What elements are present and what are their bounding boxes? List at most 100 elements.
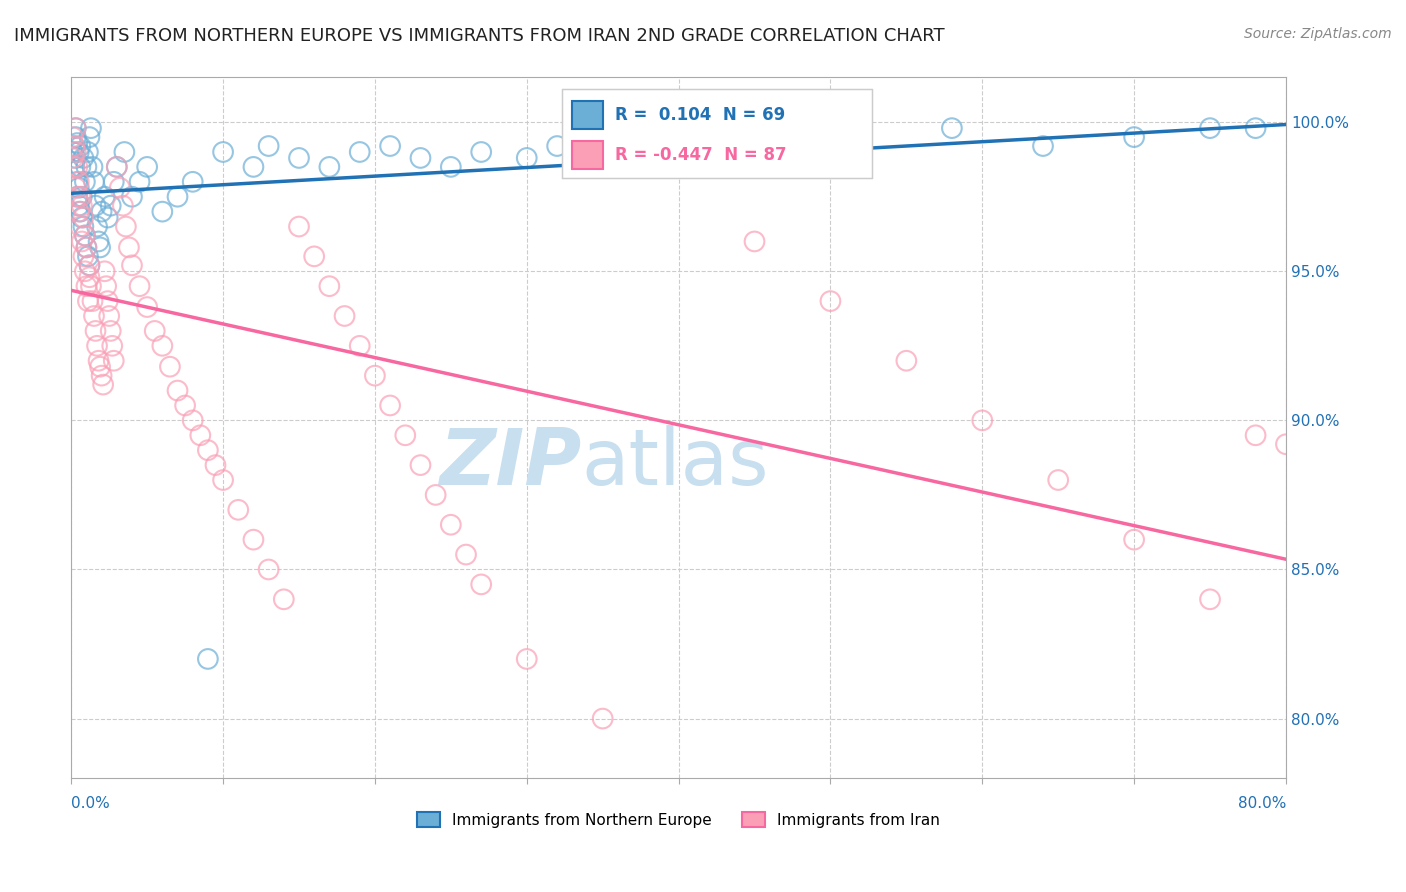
Point xyxy=(121,258,143,272)
Text: IMMIGRANTS FROM NORTHERN EUROPE VS IMMIGRANTS FROM IRAN 2ND GRADE CORRELATION CH: IMMIGRANTS FROM NORTHERN EUROPE VS IMMIG… xyxy=(14,27,945,45)
Point xyxy=(82,294,104,309)
Point xyxy=(378,399,401,413)
Point xyxy=(67,204,90,219)
Point xyxy=(103,175,125,189)
Point xyxy=(546,139,568,153)
Point xyxy=(72,151,94,165)
Point xyxy=(77,294,100,309)
Point xyxy=(75,240,97,254)
Point xyxy=(90,368,112,383)
Point xyxy=(111,199,134,213)
Point xyxy=(108,181,131,195)
Point xyxy=(121,190,143,204)
Point xyxy=(637,145,659,159)
Point xyxy=(188,428,211,442)
Point xyxy=(65,121,87,136)
Point xyxy=(150,339,173,353)
Point xyxy=(318,279,340,293)
Point xyxy=(454,548,477,562)
Point xyxy=(66,175,89,189)
Point xyxy=(425,488,447,502)
Point xyxy=(470,577,492,591)
Point xyxy=(69,219,91,234)
Point xyxy=(67,199,90,213)
Point xyxy=(697,139,720,153)
Point xyxy=(744,235,766,249)
Point xyxy=(96,279,118,293)
Point xyxy=(100,324,122,338)
Point xyxy=(70,211,93,225)
Point xyxy=(79,130,101,145)
Point xyxy=(101,339,124,353)
Point xyxy=(100,199,122,213)
Point xyxy=(98,309,121,323)
Point xyxy=(83,309,105,323)
Text: 80.0%: 80.0% xyxy=(1237,797,1286,811)
Point xyxy=(65,181,87,195)
Point xyxy=(79,258,101,272)
Point xyxy=(333,309,356,323)
Point xyxy=(409,151,432,165)
Point xyxy=(75,160,97,174)
Point xyxy=(82,160,104,174)
Point xyxy=(212,473,235,487)
Point xyxy=(181,413,204,427)
Point xyxy=(65,121,87,136)
Point xyxy=(97,294,120,309)
Point xyxy=(77,145,100,159)
Point xyxy=(93,190,115,204)
Point xyxy=(115,219,138,234)
Point xyxy=(67,175,90,189)
Point xyxy=(592,160,614,174)
Point xyxy=(70,199,93,213)
Point xyxy=(1199,121,1222,136)
Point xyxy=(1244,428,1267,442)
Point xyxy=(66,136,89,150)
Point xyxy=(77,249,100,263)
Point xyxy=(103,353,125,368)
Point xyxy=(118,240,141,254)
Point xyxy=(1123,533,1146,547)
Point xyxy=(83,175,105,189)
Point xyxy=(440,517,463,532)
Point xyxy=(80,279,103,293)
Point xyxy=(150,204,173,219)
Text: atlas: atlas xyxy=(582,425,769,501)
Point xyxy=(75,240,97,254)
Point xyxy=(72,219,94,234)
Point xyxy=(65,151,87,165)
Point xyxy=(86,339,108,353)
Point xyxy=(105,160,128,174)
Point xyxy=(257,562,280,576)
Point xyxy=(197,443,219,458)
Point xyxy=(668,145,690,159)
Text: R = -0.447  N = 87: R = -0.447 N = 87 xyxy=(614,146,786,164)
Point xyxy=(409,458,432,472)
Text: ZIP: ZIP xyxy=(439,425,582,501)
Point xyxy=(136,160,159,174)
Point xyxy=(91,377,114,392)
Point xyxy=(62,151,84,165)
Point xyxy=(63,139,86,153)
Point xyxy=(378,139,401,153)
Point xyxy=(257,139,280,153)
Point xyxy=(70,235,93,249)
Point xyxy=(73,264,96,278)
Point xyxy=(1244,121,1267,136)
Point xyxy=(820,294,842,309)
Point xyxy=(70,190,93,204)
Point xyxy=(197,652,219,666)
Point xyxy=(128,279,150,293)
Point xyxy=(62,145,84,159)
Point xyxy=(84,199,107,213)
Point xyxy=(63,139,86,153)
Point xyxy=(87,235,110,249)
FancyBboxPatch shape xyxy=(572,141,603,169)
Point xyxy=(143,324,166,338)
Point xyxy=(89,240,111,254)
Point xyxy=(349,145,371,159)
Point xyxy=(87,353,110,368)
Point xyxy=(89,359,111,374)
Point xyxy=(93,264,115,278)
Point xyxy=(516,151,538,165)
